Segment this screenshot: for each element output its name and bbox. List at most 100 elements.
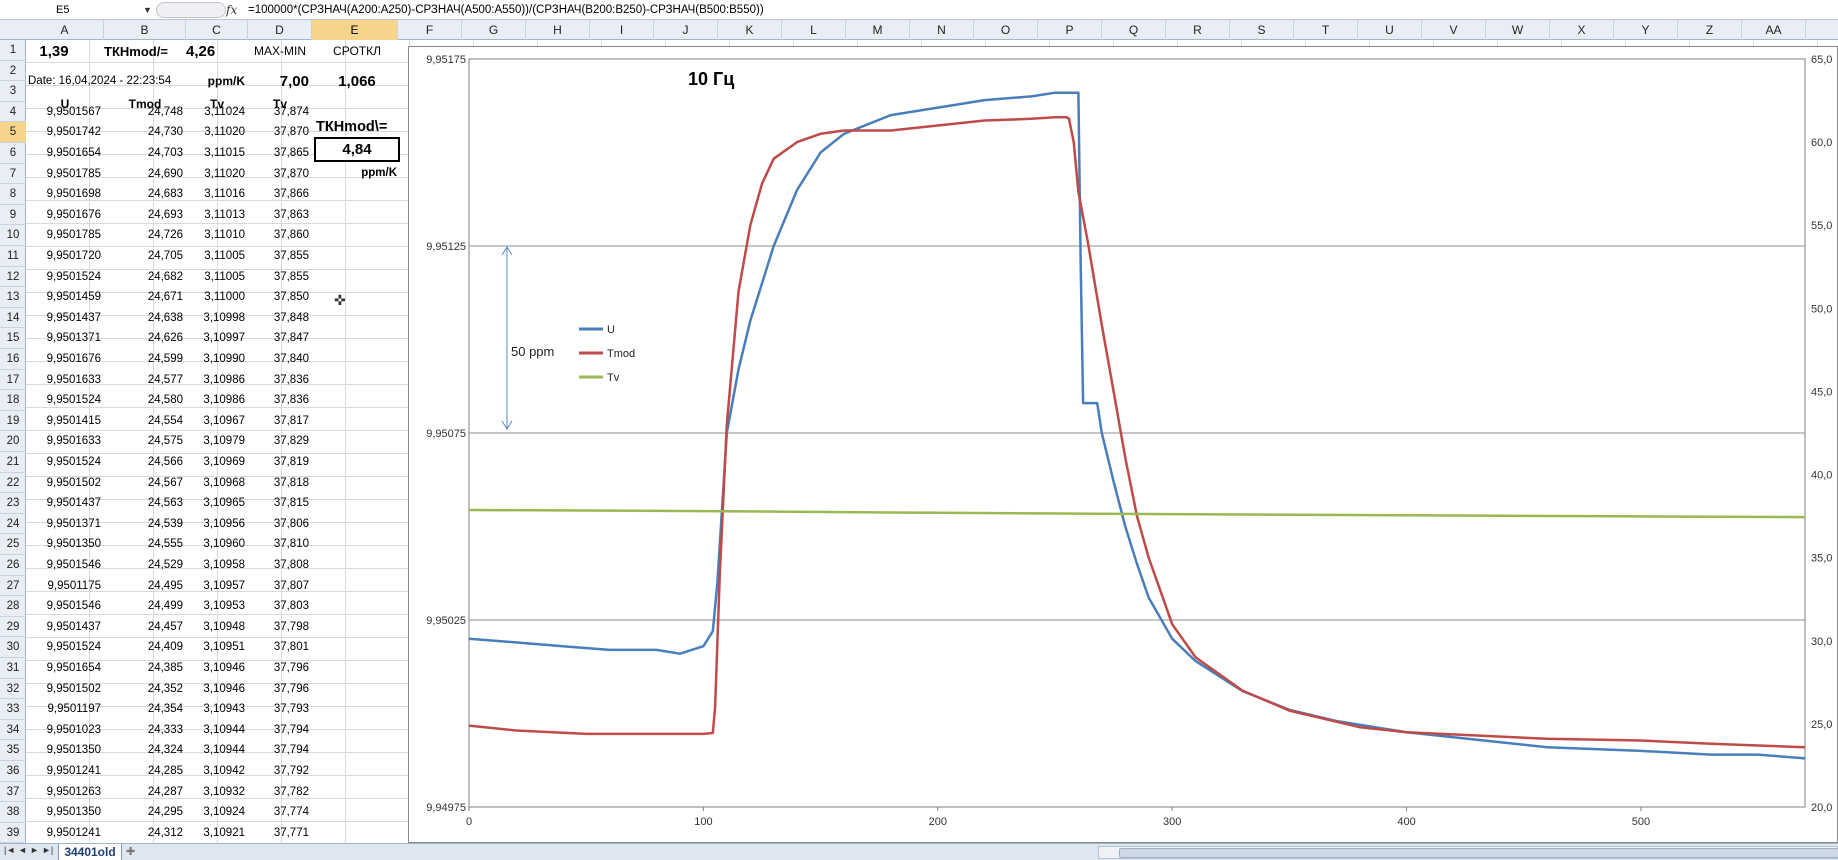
cell-b1[interactable]: ТКНmod/= bbox=[104, 44, 168, 59]
table-cell[interactable]: 3,11000 bbox=[204, 291, 245, 304]
table-cell[interactable]: 9,9501371 bbox=[46, 332, 101, 345]
row-header-39[interactable]: 39 bbox=[0, 823, 26, 844]
table-cell[interactable]: 24,285 bbox=[147, 765, 183, 777]
column-header-f[interactable]: F bbox=[398, 20, 462, 40]
formula-bar-splitter[interactable] bbox=[156, 2, 226, 18]
table-cell[interactable]: 24,499 bbox=[147, 600, 183, 613]
next-sheet-icon[interactable]: ► bbox=[30, 845, 39, 855]
table-cell[interactable]: 3,10946 bbox=[203, 662, 245, 674]
table-cell[interactable]: 24,580 bbox=[147, 394, 183, 407]
row-header-15[interactable]: 15 bbox=[0, 328, 26, 349]
horizontal-scrollbar[interactable] bbox=[1098, 846, 1838, 859]
row-header-9[interactable]: 9 bbox=[0, 205, 26, 226]
table-cell[interactable]: 37,774 bbox=[273, 806, 309, 819]
table-cell[interactable]: 9,9501676 bbox=[46, 353, 101, 365]
cell-c2[interactable]: ppm/K bbox=[207, 74, 245, 88]
row-header-4[interactable]: 4 bbox=[0, 102, 26, 123]
table-cell[interactable]: 9,9501676 bbox=[46, 208, 101, 221]
row-header-7[interactable]: 7 bbox=[0, 164, 26, 185]
prev-sheet-icon[interactable]: ◄ bbox=[18, 845, 27, 855]
row-header-33[interactable]: 33 bbox=[0, 699, 26, 720]
table-cell[interactable]: 3,10968 bbox=[203, 476, 245, 489]
table-cell[interactable]: 24,295 bbox=[147, 806, 183, 819]
row-header-35[interactable]: 35 bbox=[0, 740, 26, 761]
column-header-h[interactable]: H bbox=[526, 20, 590, 40]
insert-sheet-icon[interactable]: ✚ bbox=[126, 846, 136, 858]
column-header-i[interactable]: I bbox=[590, 20, 654, 40]
row-header-5[interactable]: 5 bbox=[0, 122, 26, 143]
table-cell[interactable]: 9,9501350 bbox=[46, 744, 101, 757]
column-header-e[interactable]: E bbox=[312, 20, 398, 40]
table-cell[interactable]: 3,10944 bbox=[203, 744, 245, 757]
table-cell[interactable]: 24,575 bbox=[147, 435, 183, 448]
table-cell[interactable]: 37,794 bbox=[273, 723, 309, 736]
scrollbar-thumb[interactable] bbox=[1119, 848, 1838, 858]
table-cell[interactable]: 37,863 bbox=[273, 208, 309, 221]
table-cell[interactable]: 24,690 bbox=[147, 167, 183, 180]
last-sheet-icon[interactable]: ►| bbox=[42, 845, 54, 855]
row-header-38[interactable]: 38 bbox=[0, 802, 26, 823]
table-cell[interactable]: 37,847 bbox=[273, 332, 309, 345]
table-cell[interactable]: 3,10921 bbox=[203, 826, 245, 839]
row-header-14[interactable]: 14 bbox=[0, 308, 26, 329]
table-cell[interactable]: 24,683 bbox=[147, 188, 183, 201]
table-cell[interactable]: 9,9501546 bbox=[46, 600, 101, 613]
table-cell[interactable]: 37,798 bbox=[273, 620, 309, 633]
line-chart[interactable]: 9,94975 9,95025 9,95075 9,95125 9,95175 20,0 2… bbox=[408, 46, 1838, 843]
table-cell[interactable]: 24,529 bbox=[147, 559, 183, 571]
row-header-24[interactable]: 24 bbox=[0, 514, 26, 535]
table-cell[interactable]: 37,874 bbox=[273, 105, 309, 118]
cell-c1[interactable]: 4,26 bbox=[186, 43, 216, 60]
row-header-31[interactable]: 31 bbox=[0, 658, 26, 679]
table-cell[interactable]: 24,324 bbox=[147, 744, 183, 757]
table-cell[interactable]: 24,671 bbox=[147, 291, 183, 304]
table-cell[interactable]: 24,638 bbox=[147, 311, 183, 324]
table-cell[interactable]: 3,11020 bbox=[204, 126, 245, 139]
column-header-v[interactable]: V bbox=[1422, 20, 1486, 40]
row-header-37[interactable]: 37 bbox=[0, 782, 26, 803]
cell-b3[interactable]: Tmod bbox=[128, 97, 162, 111]
table-cell[interactable]: 37,819 bbox=[273, 456, 309, 468]
table-cell[interactable]: 3,11013 bbox=[204, 208, 245, 221]
table-cell[interactable]: 37,836 bbox=[273, 373, 309, 386]
name-box[interactable]: E5 bbox=[56, 4, 70, 16]
table-cell[interactable]: 24,626 bbox=[147, 332, 183, 345]
row-header-12[interactable]: 12 bbox=[0, 267, 26, 288]
row-header-27[interactable]: 27 bbox=[0, 576, 26, 597]
cell-d3[interactable]: Tv bbox=[272, 97, 287, 111]
table-cell[interactable]: 9,9501175 bbox=[47, 579, 101, 592]
table-cell[interactable]: 9,9501350 bbox=[46, 806, 101, 819]
column-header-y[interactable]: Y bbox=[1614, 20, 1678, 40]
row-header-23[interactable]: 23 bbox=[0, 493, 26, 514]
table-cell[interactable]: 37,829 bbox=[273, 435, 309, 448]
table-cell[interactable]: 24,705 bbox=[147, 250, 183, 262]
table-cell[interactable]: 9,9501502 bbox=[46, 476, 101, 489]
table-cell[interactable]: 3,10957 bbox=[203, 579, 245, 592]
table-cell[interactable]: 3,11005 bbox=[204, 270, 245, 283]
column-header-s[interactable]: S bbox=[1230, 20, 1294, 40]
table-cell[interactable]: 37,792 bbox=[273, 765, 309, 777]
table-cell[interactable]: 9,9501437 bbox=[46, 497, 101, 510]
table-cell[interactable]: 24,352 bbox=[147, 682, 183, 695]
formula-input[interactable]: =100000*(СРЗНАЧ(A200:A250)-СРЗНАЧ(A500:A… bbox=[248, 4, 764, 16]
column-header-n[interactable]: N bbox=[910, 20, 974, 40]
table-cell[interactable]: 24,457 bbox=[147, 620, 183, 633]
column-header-j[interactable]: J bbox=[654, 20, 718, 40]
row-header-29[interactable]: 29 bbox=[0, 617, 26, 638]
table-cell[interactable]: 9,9501785 bbox=[46, 229, 101, 242]
column-header-aa[interactable]: AA bbox=[1742, 20, 1806, 40]
table-cell[interactable]: 37,865 bbox=[273, 147, 309, 159]
row-header-16[interactable]: 16 bbox=[0, 349, 26, 370]
table-cell[interactable]: 24,577 bbox=[147, 373, 183, 386]
table-cell[interactable]: 3,10953 bbox=[203, 600, 245, 613]
column-header-d[interactable]: D bbox=[248, 20, 312, 40]
row-header-26[interactable]: 26 bbox=[0, 555, 26, 576]
table-cell[interactable]: 9,9501263 bbox=[46, 785, 101, 798]
column-header-q[interactable]: Q bbox=[1102, 20, 1166, 40]
table-cell[interactable]: 24,726 bbox=[147, 229, 183, 242]
table-cell[interactable]: 9,9501197 bbox=[47, 703, 101, 716]
table-cell[interactable]: 24,730 bbox=[147, 126, 183, 139]
table-cell[interactable]: 37,807 bbox=[273, 579, 309, 592]
table-cell[interactable]: 3,10979 bbox=[203, 435, 245, 448]
table-cell[interactable]: 37,840 bbox=[273, 353, 309, 365]
